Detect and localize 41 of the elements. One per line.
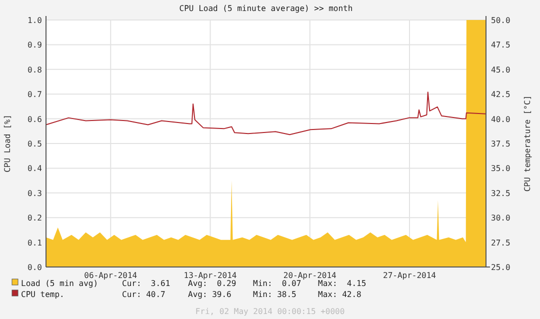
text: Avg: 0.29: [188, 279, 236, 288]
y-tick-label: 0.6: [28, 114, 42, 124]
legend-label: Load (5 min avg): [21, 279, 98, 288]
y-tick-label: 0.7: [28, 90, 42, 100]
text: Max: 42.8: [318, 290, 362, 299]
x-tick-label: 13-Apr-2014: [184, 271, 237, 280]
y-tick-label: 0.5: [28, 140, 42, 148]
x-tick-label: 20-Apr-2014: [283, 271, 337, 280]
y-tick-label: 0.0: [28, 263, 42, 272]
y-tick-label: 0.3: [28, 188, 42, 198]
text: Max: 4.15: [318, 279, 366, 288]
y-tick-label: 0.4: [28, 164, 42, 174]
line-series: [46, 92, 486, 136]
text: Avg: 39.6: [188, 290, 232, 299]
y2-tick-label: 30.0: [491, 214, 510, 223]
y2-tick-label: 27.5: [491, 238, 510, 248]
y2-tick-label: 40.0: [491, 114, 510, 124]
y2-tick-label: 47.5: [491, 40, 510, 50]
text: Min: 38.5: [253, 290, 297, 299]
text: Cur: 40.7: [122, 290, 166, 299]
y-axis-title: CPU Load [%]: [3, 114, 12, 172]
y2-tick-label: 45.0: [491, 65, 510, 74]
y-tick-label: 0.8: [28, 65, 42, 74]
legend-label: CPU temp.: [21, 290, 64, 299]
y2-tick-label: 42.5: [491, 90, 510, 100]
chart-title: CPU Load (5 minute average) >> month: [179, 4, 353, 13]
y2-tick-label: 32.5: [491, 188, 510, 198]
x-tick-label: 27-Apr-2014: [383, 271, 436, 280]
y2-tick-label: 50.0: [491, 16, 510, 25]
y-tick-label: 0.9: [28, 40, 42, 50]
text: Fri, 02 May 2014 00:00:15 +0000: [195, 307, 345, 316]
y2-tick-label: 25.0: [491, 263, 510, 272]
y-tick-label: 1.0: [28, 16, 42, 25]
text: Min: 0.07: [253, 279, 302, 288]
text: Cur: 3.61: [122, 279, 170, 288]
y2-tick-label: 35.0: [491, 164, 510, 174]
y-tick-label: 0.1: [28, 238, 42, 248]
x-tick-label: 06-Apr-2014: [84, 271, 138, 280]
y2-tick-label: 37.5: [491, 140, 510, 148]
y-tick-label: 0.2: [28, 214, 42, 223]
y2-axis-title: CPU temperature [°C]: [523, 95, 532, 192]
